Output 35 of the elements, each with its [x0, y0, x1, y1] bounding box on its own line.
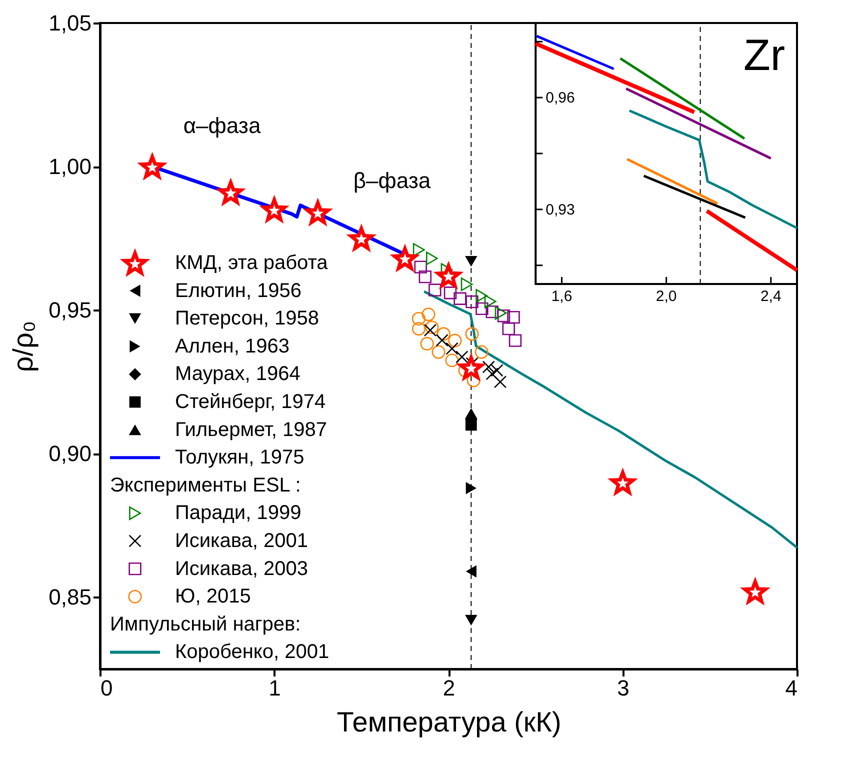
y-tick-label: 0,95 — [48, 298, 92, 323]
legend-label: Ю, 2015 — [175, 586, 251, 608]
x-tick-label: 1 — [268, 676, 281, 700]
legend-label: Исикава, 2001 — [175, 530, 308, 552]
y-tick-label: 1,05 — [48, 10, 92, 36]
y-axis-title: ρ/ρ₀ — [8, 320, 39, 372]
y-tick-label: 0,90 — [48, 441, 92, 466]
annotation: Эксперименты ESL : — [110, 474, 301, 496]
x-axis-title: Температура (кК) — [336, 706, 562, 738]
y-tick-label: 1,00 — [48, 154, 92, 180]
legend-label: Толукян, 1975 — [175, 446, 304, 469]
x-tick-label: 3 — [617, 676, 630, 700]
y-tick-label: 0,93 — [546, 201, 575, 218]
legend-label: КМД, эта работа — [175, 252, 329, 274]
annotation: β–фаза — [353, 168, 432, 193]
x-tick-label: 0 — [100, 676, 113, 700]
legend-label: Исикава, 2003 — [175, 558, 308, 580]
annotation: Zr — [743, 31, 785, 80]
annotation: α–фаза — [183, 113, 262, 138]
y-tick-label: 0,85 — [48, 584, 92, 610]
x-tick-label: 2 — [442, 676, 456, 700]
annotation: Импульсный нагрев: — [110, 613, 301, 636]
legend-label: Аллен, 1963 — [175, 335, 290, 358]
legend-label: Маурах, 1964 — [175, 363, 300, 386]
y-tick-label: 0,96 — [546, 90, 575, 107]
x-tick-label: 4 — [785, 676, 798, 700]
legend-label: Стейнберг, 1974 — [175, 391, 326, 413]
x-tick-label: 1,6 — [551, 288, 572, 305]
x-tick-label: 2,4 — [760, 288, 782, 305]
legend-label: Елютин, 1956 — [175, 280, 302, 302]
legend-label: Коробенко, 2001 — [175, 641, 330, 664]
legend-label: Петерсон, 1958 — [175, 308, 320, 330]
legend-label: Паради, 1999 — [175, 502, 302, 524]
legend-label: Гильермет, 1987 — [175, 418, 327, 441]
x-tick-label: 2,0 — [656, 288, 677, 305]
